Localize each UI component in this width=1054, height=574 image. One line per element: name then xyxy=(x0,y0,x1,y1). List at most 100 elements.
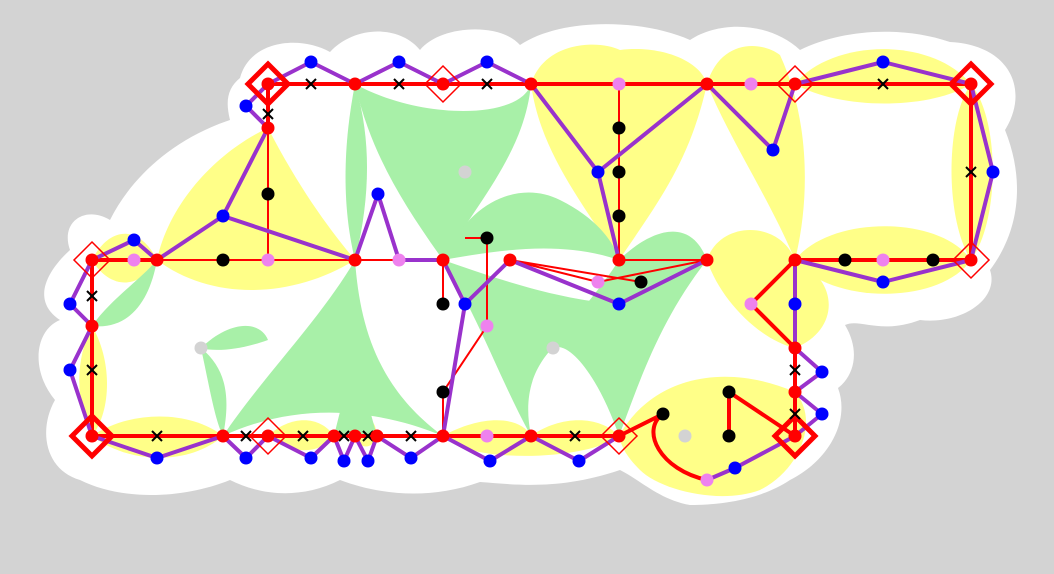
red-node xyxy=(524,77,538,91)
red-node xyxy=(348,253,362,267)
red-node xyxy=(348,77,362,91)
gray-node xyxy=(546,341,560,355)
red-node xyxy=(503,253,517,267)
red-node xyxy=(788,77,802,91)
cross-marker xyxy=(86,290,98,302)
red-node xyxy=(327,429,341,443)
diamond-markers xyxy=(68,60,995,460)
red-node xyxy=(700,253,714,267)
cross-marker xyxy=(789,364,801,376)
red-node xyxy=(964,253,978,267)
black-node xyxy=(612,121,626,135)
cross-marker xyxy=(877,78,889,90)
blue-node xyxy=(766,143,780,157)
cross-marker xyxy=(240,430,252,442)
cross-marker xyxy=(481,78,493,90)
blue-node xyxy=(304,451,318,465)
red-node xyxy=(85,253,99,267)
blue-node xyxy=(591,165,605,179)
pink-node xyxy=(744,77,758,91)
cross-marker xyxy=(305,78,317,90)
cross-marker xyxy=(789,408,801,420)
green-region-left-hook xyxy=(201,348,227,436)
cross-marker xyxy=(965,166,977,178)
red-node xyxy=(788,385,802,399)
cross-marker xyxy=(86,364,98,376)
gray-node xyxy=(458,165,472,179)
pink-node xyxy=(127,253,141,267)
red-node xyxy=(216,429,230,443)
black-node xyxy=(436,385,450,399)
yellow-region-top-cell-2 xyxy=(707,45,805,260)
green-region-right-fan xyxy=(553,231,707,436)
black-node xyxy=(480,231,494,245)
pink-node xyxy=(612,77,626,91)
red-node xyxy=(348,429,362,443)
yellow-region-bottom-right-pocket xyxy=(619,376,807,497)
red-node xyxy=(436,429,450,443)
diamond-marker-small xyxy=(599,416,639,456)
pink-node xyxy=(261,253,275,267)
red-node xyxy=(700,77,714,91)
blue-node xyxy=(404,451,418,465)
pink-node xyxy=(392,253,406,267)
blue-node xyxy=(986,165,1000,179)
blue-node xyxy=(458,297,472,311)
blue-node xyxy=(876,275,890,289)
blue-node xyxy=(815,407,829,421)
green-region-left-triangle xyxy=(201,325,268,350)
diamond-marker-small xyxy=(775,64,815,104)
cross-marker xyxy=(297,430,309,442)
blue-node xyxy=(239,99,253,113)
black-node xyxy=(722,429,736,443)
red-node xyxy=(612,253,626,267)
diamond-marker-small xyxy=(951,240,991,280)
blue-node xyxy=(392,55,406,69)
blue-node xyxy=(150,451,164,465)
blue-node xyxy=(127,233,141,247)
red-node xyxy=(370,429,384,443)
diamond-marker-small xyxy=(423,64,463,104)
red-node xyxy=(85,429,99,443)
cross-marker xyxy=(405,430,417,442)
pink-node xyxy=(744,297,758,311)
diamond-marker-large xyxy=(771,412,819,460)
black-node xyxy=(612,209,626,223)
pink-node xyxy=(480,429,494,443)
red-node xyxy=(788,341,802,355)
blue-node xyxy=(361,454,375,468)
red-node xyxy=(150,253,164,267)
gray-node xyxy=(194,341,208,355)
blue-node xyxy=(572,454,586,468)
pink-node xyxy=(480,319,494,333)
graph-nodes xyxy=(63,55,1000,487)
cross-marker xyxy=(151,430,163,442)
cross-marker xyxy=(338,430,350,442)
red-node xyxy=(524,429,538,443)
blue-node xyxy=(63,297,77,311)
blue-node xyxy=(788,297,802,311)
purple-edge-top-zigzag xyxy=(244,60,995,284)
pink-node xyxy=(876,253,890,267)
blue-node xyxy=(63,363,77,377)
red-node xyxy=(436,253,450,267)
red-node xyxy=(964,77,978,91)
red-node xyxy=(261,77,275,91)
black-node xyxy=(261,187,275,201)
green-region-top-fan xyxy=(355,84,531,260)
diamond-marker-large xyxy=(68,412,116,460)
diamond-marker-large xyxy=(947,60,995,108)
diamond-marker-small xyxy=(248,416,288,456)
black-node xyxy=(634,275,648,289)
blue-node xyxy=(371,187,385,201)
yellow-region-left-upper xyxy=(157,128,355,290)
blue-node xyxy=(612,297,626,311)
blue-node xyxy=(239,451,253,465)
red-node xyxy=(436,77,450,91)
green-region-bottom-left-spike xyxy=(334,330,377,436)
cross-marker xyxy=(262,108,274,120)
red-node xyxy=(261,121,275,135)
blue-node xyxy=(815,365,829,379)
